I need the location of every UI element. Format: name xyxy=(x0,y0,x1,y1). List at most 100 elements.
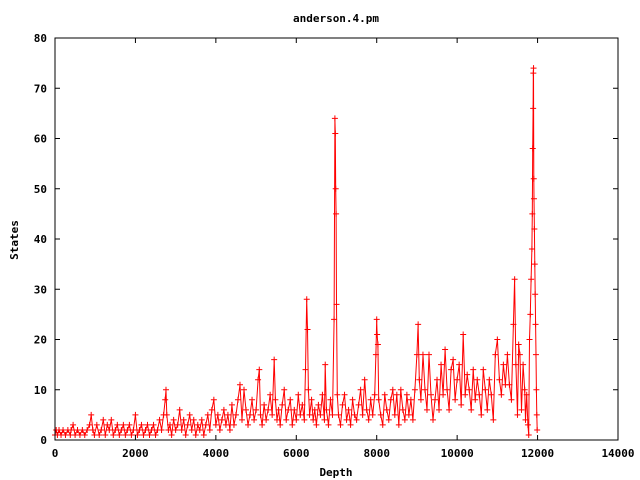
y-tick-label: 50 xyxy=(34,183,47,196)
data-point-marker xyxy=(393,391,400,398)
data-point-marker xyxy=(434,376,441,383)
data-point-marker xyxy=(200,431,207,438)
data-point-marker xyxy=(281,386,288,393)
data-point-marker xyxy=(405,411,412,418)
y-tick-label: 40 xyxy=(34,233,47,246)
data-point-marker xyxy=(323,406,330,413)
data-point-marker xyxy=(490,416,497,423)
data-point-marker xyxy=(226,426,233,433)
data-point-marker xyxy=(108,416,115,423)
data-point-marker xyxy=(369,411,376,418)
data-point-marker xyxy=(265,406,272,413)
data-point-marker xyxy=(423,406,430,413)
data-point-marker xyxy=(472,396,479,403)
data-point-marker xyxy=(482,386,489,393)
data-point-marker xyxy=(361,376,368,383)
data-point-marker xyxy=(454,376,461,383)
data-point-marker xyxy=(367,396,374,403)
data-point-marker xyxy=(530,175,537,182)
data-point-marker xyxy=(395,421,402,428)
y-tick-label: 10 xyxy=(34,384,47,397)
data-point-marker xyxy=(401,416,408,423)
data-point-marker xyxy=(518,406,525,413)
data-point-marker xyxy=(327,396,334,403)
data-point-marker xyxy=(456,361,463,368)
data-point-marker xyxy=(515,341,522,348)
x-tick-label: 8000 xyxy=(363,447,390,460)
data-point-marker xyxy=(527,311,534,318)
data-point-marker xyxy=(291,406,298,413)
data-point-marker xyxy=(523,391,530,398)
data-point-marker xyxy=(126,421,133,428)
y-tick-label: 60 xyxy=(34,133,47,146)
data-point-marker xyxy=(116,431,123,438)
data-point-marker xyxy=(306,411,313,418)
data-point-marker xyxy=(124,426,131,433)
x-axis-label: Depth xyxy=(319,466,352,479)
data-point-marker xyxy=(114,421,121,428)
data-point-marker xyxy=(102,431,109,438)
data-point-marker xyxy=(305,386,312,393)
data-point-marker xyxy=(484,406,491,413)
data-point-marker xyxy=(534,426,541,433)
data-point-marker xyxy=(436,406,443,413)
data-point-marker xyxy=(413,351,420,358)
data-point-marker xyxy=(277,421,284,428)
data-point-marker xyxy=(182,431,189,438)
data-point-marker xyxy=(419,351,426,358)
data-point-marker xyxy=(466,386,473,393)
data-point-marker xyxy=(313,421,320,428)
data-point-marker xyxy=(522,416,529,423)
data-point-marker xyxy=(397,386,404,393)
chart-title: anderson.4.pm xyxy=(293,12,379,25)
data-point-marker xyxy=(110,431,117,438)
data-point-marker xyxy=(224,411,231,418)
data-point-marker xyxy=(202,421,209,428)
data-point-marker xyxy=(351,411,358,418)
data-point-marker xyxy=(150,421,157,428)
data-point-marker xyxy=(162,396,169,403)
data-point-marker xyxy=(134,431,141,438)
data-point-marker xyxy=(269,411,276,418)
data-point-marker xyxy=(532,291,539,298)
data-point-marker xyxy=(359,411,366,418)
data-point-marker xyxy=(238,416,245,423)
data-point-marker xyxy=(112,426,119,433)
data-point-marker xyxy=(208,406,215,413)
data-point-marker xyxy=(438,361,445,368)
data-point-marker xyxy=(383,406,390,413)
data-point-marker xyxy=(271,356,278,363)
data-point-marker xyxy=(514,411,521,418)
data-point-marker xyxy=(303,296,310,303)
data-point-marker xyxy=(363,406,370,413)
data-point-marker xyxy=(130,426,137,433)
data-point-marker xyxy=(530,195,537,202)
data-point-marker xyxy=(329,411,336,418)
data-point-marker xyxy=(174,421,181,428)
data-point-marker xyxy=(371,391,378,398)
data-point-marker xyxy=(508,396,515,403)
data-point-marker xyxy=(259,421,266,428)
data-point-marker xyxy=(311,406,318,413)
y-tick-label: 30 xyxy=(34,283,47,296)
data-point-marker xyxy=(70,421,77,428)
data-point-marker xyxy=(381,391,388,398)
data-point-marker xyxy=(425,351,432,358)
data-point-marker xyxy=(152,431,159,438)
data-point-marker xyxy=(332,130,339,137)
data-point-marker xyxy=(165,426,172,433)
data-point-marker xyxy=(504,351,511,358)
data-point-marker xyxy=(468,406,475,413)
data-point-marker xyxy=(417,396,424,403)
data-point-marker xyxy=(341,391,348,398)
data-point-marker xyxy=(302,366,309,373)
data-point-marker xyxy=(279,401,286,408)
data-point-marker xyxy=(122,431,129,438)
data-point-marker xyxy=(163,411,170,418)
data-point-marker xyxy=(214,411,221,418)
y-axis-label: States xyxy=(8,220,21,260)
data-point-marker xyxy=(100,416,107,423)
data-point-marker xyxy=(446,406,453,413)
data-point-marker xyxy=(374,341,381,348)
